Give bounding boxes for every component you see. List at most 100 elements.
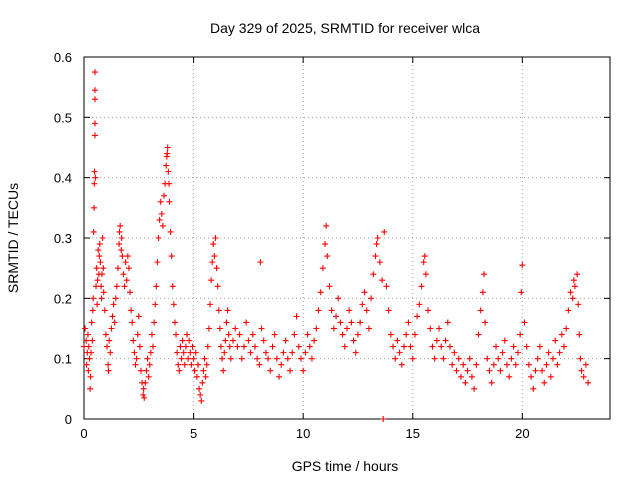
data-point bbox=[352, 349, 359, 356]
data-point bbox=[379, 277, 386, 284]
data-point bbox=[128, 307, 135, 314]
data-point bbox=[91, 204, 98, 211]
data-point bbox=[98, 295, 105, 302]
data-point bbox=[273, 355, 280, 362]
data-point bbox=[271, 331, 278, 338]
data-point bbox=[96, 241, 103, 248]
data-point bbox=[357, 319, 364, 326]
data-point bbox=[315, 307, 322, 314]
data-point bbox=[438, 343, 445, 350]
data-point bbox=[503, 361, 510, 368]
data-point bbox=[90, 295, 97, 302]
data-point bbox=[499, 349, 506, 356]
data-point bbox=[164, 144, 171, 151]
data-point bbox=[105, 367, 112, 374]
data-point bbox=[422, 271, 429, 278]
data-point bbox=[574, 271, 581, 278]
data-point bbox=[178, 355, 185, 362]
data-point bbox=[370, 271, 377, 278]
data-point bbox=[297, 355, 304, 362]
data-point bbox=[558, 331, 565, 338]
data-point bbox=[186, 337, 193, 344]
data-point bbox=[91, 120, 98, 127]
data-point bbox=[523, 343, 530, 350]
data-point bbox=[245, 337, 252, 344]
data-point bbox=[140, 385, 147, 392]
data-point bbox=[170, 301, 177, 308]
data-point bbox=[319, 265, 326, 272]
data-point bbox=[495, 355, 502, 362]
data-point bbox=[91, 132, 98, 139]
data-point bbox=[227, 355, 234, 362]
data-point bbox=[256, 361, 263, 368]
data-point bbox=[130, 337, 137, 344]
data-point bbox=[224, 307, 231, 314]
data-point bbox=[473, 361, 480, 368]
data-point bbox=[247, 349, 254, 356]
data-point bbox=[354, 331, 361, 338]
data-point bbox=[154, 259, 161, 266]
data-point bbox=[324, 253, 331, 260]
data-point bbox=[158, 210, 165, 217]
data-point bbox=[565, 307, 572, 314]
data-point bbox=[337, 319, 344, 326]
data-point bbox=[400, 343, 407, 350]
data-point bbox=[317, 289, 324, 296]
data-point bbox=[577, 355, 584, 362]
data-point bbox=[85, 343, 92, 350]
data-point bbox=[136, 343, 143, 350]
data-point bbox=[550, 355, 557, 362]
data-point bbox=[383, 283, 390, 290]
data-point bbox=[363, 307, 370, 314]
data-point bbox=[506, 373, 513, 380]
data-point bbox=[200, 367, 207, 374]
data-point bbox=[169, 283, 176, 290]
data-point bbox=[262, 349, 269, 356]
data-point bbox=[97, 259, 104, 266]
data-point bbox=[91, 69, 98, 76]
data-point bbox=[392, 355, 399, 362]
data-point bbox=[108, 325, 115, 332]
data-point bbox=[425, 307, 432, 314]
data-point bbox=[175, 361, 182, 368]
data-point bbox=[322, 241, 329, 248]
gridlines bbox=[84, 57, 610, 419]
data-point bbox=[427, 325, 434, 332]
data-point bbox=[199, 379, 206, 386]
data-point bbox=[98, 283, 105, 290]
data-point bbox=[350, 337, 357, 344]
y-tick-label: 0.5 bbox=[54, 110, 72, 125]
data-point bbox=[582, 361, 589, 368]
data-point bbox=[89, 337, 96, 344]
data-point bbox=[100, 265, 107, 272]
data-point bbox=[359, 301, 366, 308]
data-point bbox=[88, 349, 95, 356]
data-point bbox=[575, 301, 582, 308]
data-point bbox=[530, 385, 537, 392]
data-point bbox=[323, 222, 330, 229]
data-point bbox=[291, 331, 298, 338]
data-point bbox=[87, 373, 94, 380]
data-point bbox=[326, 283, 333, 290]
data-point bbox=[107, 349, 114, 356]
data-point bbox=[238, 355, 245, 362]
data-point bbox=[121, 283, 128, 290]
data-point bbox=[258, 325, 265, 332]
data-point bbox=[223, 319, 230, 326]
data-point bbox=[405, 319, 412, 326]
data-point bbox=[91, 168, 98, 175]
data-point bbox=[122, 259, 129, 266]
data-point bbox=[488, 379, 495, 386]
data-point bbox=[236, 331, 243, 338]
data-point bbox=[194, 361, 201, 368]
data-point bbox=[188, 361, 195, 368]
data-point bbox=[471, 385, 478, 392]
data-point bbox=[243, 319, 250, 326]
data-point bbox=[267, 367, 274, 374]
data-point bbox=[174, 349, 181, 356]
data-point bbox=[201, 355, 208, 362]
data-point bbox=[173, 331, 180, 338]
data-point bbox=[86, 355, 93, 362]
data-point bbox=[189, 343, 196, 350]
data-point bbox=[85, 367, 92, 374]
